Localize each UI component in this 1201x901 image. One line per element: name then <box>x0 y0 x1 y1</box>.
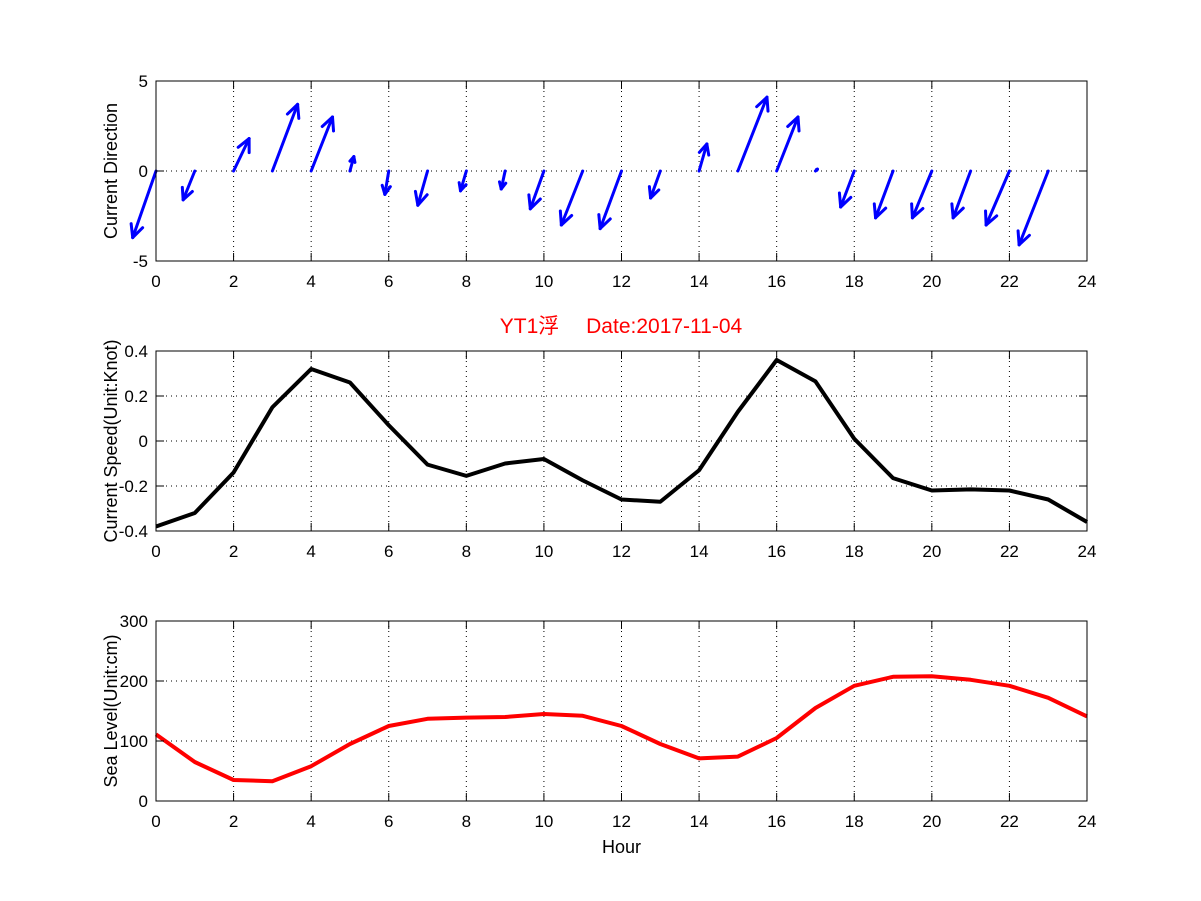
x-tick-label: 16 <box>767 542 786 561</box>
direction-arrow <box>872 169 895 220</box>
sea-level-line <box>154 674 1088 784</box>
x-tick-label: 24 <box>1078 812 1097 831</box>
direction-arrow <box>910 169 934 220</box>
x-tick-label: 8 <box>462 272 471 291</box>
y-tick-label: 0 <box>139 162 148 181</box>
x-tick-label: 6 <box>384 812 393 831</box>
x-tick-label: 20 <box>922 542 941 561</box>
x-tick-label: 4 <box>306 542 315 561</box>
x-tick-label: 24 <box>1078 542 1097 561</box>
x-tick-label: 20 <box>922 812 941 831</box>
direction-arrow <box>837 169 856 209</box>
direction-arrow <box>309 115 336 173</box>
x-tick-label: 14 <box>690 812 709 831</box>
direction-arrow <box>736 95 770 173</box>
x-tick-label: 16 <box>767 812 786 831</box>
x-tick-label: 8 <box>462 542 471 561</box>
x-tick-label: 0 <box>151 272 160 291</box>
direction-arrow <box>129 169 158 240</box>
y-axis-label: Sea Level(Unit:cm) <box>101 634 121 787</box>
x-tick-label: 18 <box>845 272 864 291</box>
x-tick-label: 10 <box>534 272 553 291</box>
direction-arrow <box>527 169 546 211</box>
y-tick-label: 0 <box>139 792 148 811</box>
direction-arrow <box>1016 169 1050 247</box>
x-tick-label: 12 <box>612 272 631 291</box>
direction-arrow <box>597 169 623 231</box>
direction-arrow <box>270 102 301 173</box>
direction-arrow <box>775 115 801 173</box>
x-tick-label: 18 <box>845 542 864 561</box>
x-tick-label: 22 <box>1000 542 1019 561</box>
direction-arrow <box>348 155 357 173</box>
direction-arrow <box>232 137 251 173</box>
x-tick-label: 10 <box>534 812 553 831</box>
direction-arrow <box>813 167 819 173</box>
figure-title: YT1浮 Date:2017-11-04 <box>500 315 743 338</box>
direction-arrow <box>647 169 662 200</box>
direction-arrow <box>413 169 430 207</box>
y-axis-label: Current Speed(Unit:Knot) <box>101 339 121 542</box>
x-tick-label: 2 <box>229 812 238 831</box>
x-tick-label: 2 <box>229 272 238 291</box>
x-tick-label: 22 <box>1000 272 1019 291</box>
y-tick-label: 200 <box>120 672 148 691</box>
y-axis-label: Current Direction <box>101 103 121 239</box>
y-tick-label: 0.4 <box>124 342 148 361</box>
x-tick-label: 16 <box>767 272 786 291</box>
y-tick-label: 100 <box>120 732 148 751</box>
y-tick-label: 300 <box>120 612 148 631</box>
direction-arrow <box>984 169 1011 227</box>
y-tick-label: 5 <box>139 72 148 91</box>
x-tick-label: 6 <box>384 272 393 291</box>
y-tick-label: 0.2 <box>124 387 148 406</box>
direction-arrow <box>697 142 711 173</box>
y-tick-label: -0.2 <box>119 477 148 496</box>
x-tick-label: 24 <box>1078 272 1097 291</box>
y-tick-label: -5 <box>133 252 148 271</box>
x-tick-label: 12 <box>612 542 631 561</box>
x-tick-label: 6 <box>384 542 393 561</box>
x-tick-label: 20 <box>922 272 941 291</box>
x-tick-label: 4 <box>306 272 315 291</box>
direction-arrow <box>180 169 197 202</box>
x-tick-label: 8 <box>462 812 471 831</box>
current-speed-line <box>155 358 1089 529</box>
x-tick-label: 0 <box>151 812 160 831</box>
x-tick-label: 14 <box>690 542 709 561</box>
x-tick-label: 22 <box>1000 812 1019 831</box>
x-tick-label: 4 <box>306 812 315 831</box>
y-tick-label: 0 <box>139 432 148 451</box>
direction-arrow <box>380 169 392 196</box>
x-tick-label: 2 <box>229 542 238 561</box>
x-tick-label: 12 <box>612 812 631 831</box>
current-speed-panel: 0 2 4 6 8 10 12 14 16 18 20 22 24-0.4-0.200.20.4Curr… <box>101 339 1096 561</box>
direction-arrow <box>498 169 508 191</box>
x-tick-label: 10 <box>534 542 553 561</box>
x-axis-label: Hour <box>602 837 641 857</box>
x-tick-label: 18 <box>845 812 864 831</box>
x-tick-label: 14 <box>690 272 709 291</box>
x-tick-label: 0 <box>151 542 160 561</box>
direction-arrow <box>457 169 468 193</box>
y-tick-label: -0.4 <box>119 522 148 541</box>
direction-arrow <box>558 169 585 227</box>
direction-arrow <box>950 169 973 220</box>
